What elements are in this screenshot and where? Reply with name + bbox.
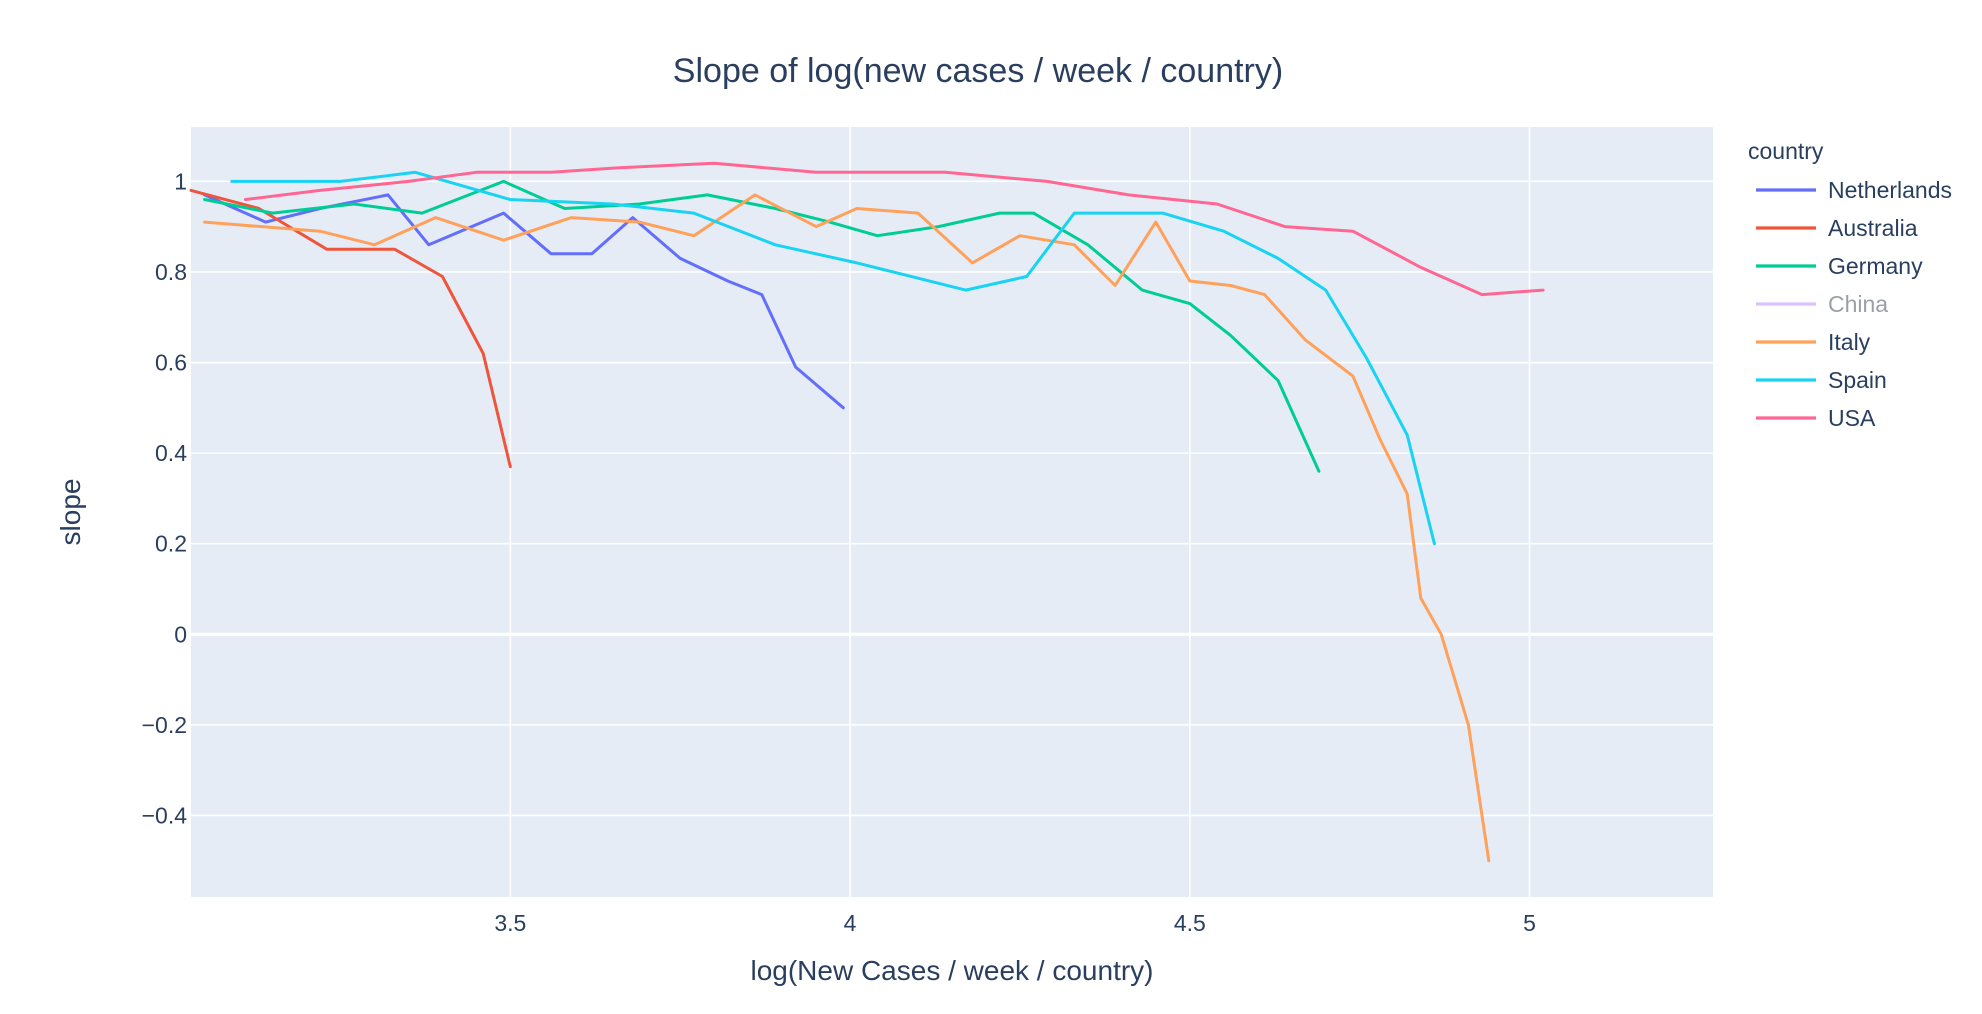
- y-tick-label: 0.8: [155, 259, 187, 285]
- legend-items: Netherlands Australia Germany China Italy Spa…: [1756, 177, 1952, 431]
- legend-title: country: [1748, 138, 1824, 164]
- gridlines: [191, 127, 1713, 897]
- legend-item-netherlands[interactable]: Netherlands: [1756, 177, 1952, 203]
- legend-item-australia[interactable]: Australia: [1756, 215, 1918, 241]
- x-axis-title: log(New Cases / week / country): [750, 955, 1153, 986]
- series-lines: [189, 161, 1545, 863]
- series-line-spain[interactable]: [230, 170, 1436, 546]
- legend-item-germany[interactable]: Germany: [1756, 253, 1923, 279]
- legend-item-spain[interactable]: Spain: [1756, 367, 1887, 393]
- chart-title: Slope of log(new cases / week / country): [673, 52, 1283, 90]
- legend-label: Germany: [1828, 253, 1923, 279]
- legend-item-usa[interactable]: USA: [1756, 405, 1876, 431]
- axis-ticks: 3.5 4 4.5 5 −0.4 −0.2 0 0.2 0.4 0.6 0.8 1: [142, 168, 1536, 936]
- x-tick-label: 4.5: [1174, 910, 1206, 936]
- legend-item-china[interactable]: China: [1756, 291, 1888, 317]
- legend-label: Spain: [1828, 367, 1887, 393]
- series-line-australia[interactable]: [189, 188, 512, 469]
- legend-label: Italy: [1828, 329, 1871, 355]
- legend-label: Netherlands: [1828, 177, 1952, 203]
- y-tick-label: 0.2: [155, 531, 187, 557]
- x-tick-label: 3.5: [494, 910, 526, 936]
- y-tick-label: −0.4: [142, 802, 188, 828]
- y-tick-label: 0.6: [155, 350, 187, 376]
- series-line-germany[interactable]: [203, 179, 1321, 473]
- y-tick-label: −0.2: [142, 712, 187, 738]
- legend-label: China: [1828, 291, 1888, 317]
- y-tick-label: 0: [174, 621, 187, 647]
- x-tick-label: 4: [844, 910, 857, 936]
- series-line-italy[interactable]: [203, 193, 1491, 863]
- plot-area[interactable]: [191, 127, 1713, 897]
- series-line-usa[interactable]: [243, 161, 1545, 297]
- legend-label: USA: [1828, 405, 1876, 431]
- x-tick-label: 5: [1523, 910, 1536, 936]
- legend: country Netherlands Australia Germany China…: [1748, 138, 1952, 431]
- y-axis-title: slope: [55, 479, 86, 546]
- y-tick-label: 0.4: [155, 440, 187, 466]
- legend-label: Australia: [1828, 215, 1918, 241]
- y-tick-label: 1: [174, 168, 187, 194]
- legend-item-italy[interactable]: Italy: [1756, 329, 1871, 355]
